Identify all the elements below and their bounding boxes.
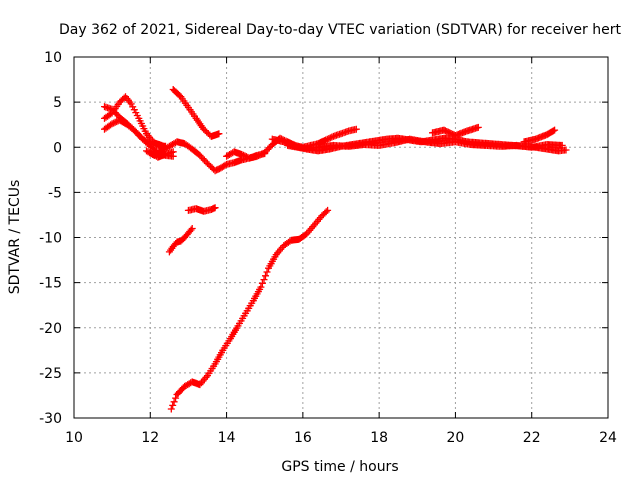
series-points xyxy=(169,86,223,140)
x-tick-label: 18 xyxy=(370,430,388,446)
y-tick-label: -20 xyxy=(39,321,62,337)
x-tick-label: 14 xyxy=(218,430,236,446)
data-layer xyxy=(101,86,570,413)
y-tick-label: -5 xyxy=(48,185,62,201)
y-tick-label: 5 xyxy=(53,95,62,111)
series-points xyxy=(429,123,482,139)
y-axis-label: SDTVAR / TECUs xyxy=(7,180,23,295)
series-points xyxy=(284,135,566,152)
series-points xyxy=(520,126,559,146)
series-m xyxy=(184,204,219,215)
chart-title: Day 362 of 2021, Sidereal Day-to-day VTE… xyxy=(59,22,621,38)
x-tick-label: 10 xyxy=(65,430,83,446)
x-tick-label: 12 xyxy=(141,430,159,446)
series-i xyxy=(284,135,566,152)
y-tick-label: -10 xyxy=(39,231,62,247)
series-points xyxy=(167,206,332,413)
ticks: 10 12 14 16 18 20 22 24 -30 -25 -20 -15 -10 -5 0 5 10 xyxy=(39,50,617,446)
grid xyxy=(74,57,608,418)
y-tick-label: -15 xyxy=(39,276,62,292)
x-tick-label: 22 xyxy=(523,430,541,446)
series-l xyxy=(165,225,196,256)
series-j xyxy=(429,123,482,139)
series-points xyxy=(101,93,166,149)
series-b xyxy=(101,93,166,149)
y-tick-label: -30 xyxy=(39,411,62,427)
x-axis-label: GPS time / hours xyxy=(281,459,398,475)
y-tick-label: 10 xyxy=(44,50,62,66)
series-e xyxy=(146,148,177,161)
series-points xyxy=(146,148,177,161)
y-tick-label: -25 xyxy=(39,366,62,382)
series-k xyxy=(520,126,559,146)
series-f xyxy=(169,86,223,140)
x-tick-label: 20 xyxy=(447,430,465,446)
series-n xyxy=(167,206,332,413)
series-points xyxy=(184,204,219,215)
x-tick-label: 24 xyxy=(599,430,617,446)
x-tick-label: 16 xyxy=(294,430,312,446)
series-points xyxy=(165,225,196,256)
y-tick-label: 0 xyxy=(53,140,62,156)
